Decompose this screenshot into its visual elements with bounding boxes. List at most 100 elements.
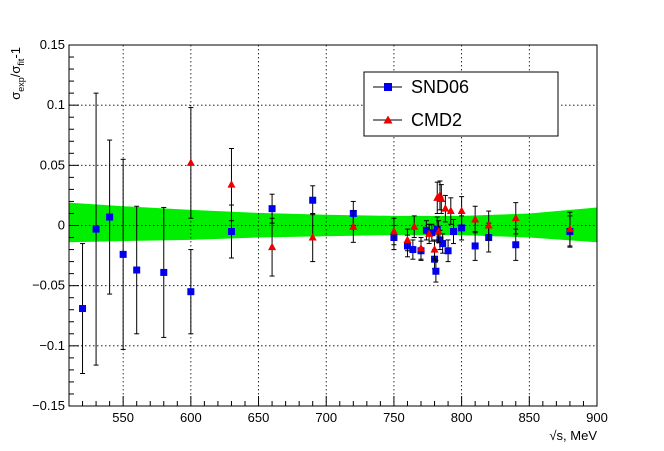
series-cmd2	[186, 107, 574, 277]
marker-square	[436, 236, 444, 244]
data-point-snd06-1	[92, 92, 100, 366]
x-tick-label-600: 600	[180, 410, 202, 425]
marker-square	[512, 241, 520, 249]
y-axis-title-sub-exp: exp	[16, 77, 26, 92]
marker-square	[187, 288, 195, 296]
marker-square	[227, 228, 235, 236]
marker-square	[432, 267, 440, 275]
x-tick-label-850: 850	[518, 410, 540, 425]
data-point-cmd2-2	[268, 217, 277, 277]
data-point-snd06-0	[79, 243, 87, 375]
marker-square	[458, 224, 466, 232]
marker-square	[119, 250, 127, 258]
legend-entry-snd06: SND06	[373, 77, 469, 97]
y-axis-title-mid: /σ	[8, 66, 23, 78]
marker-triangle	[484, 221, 493, 229]
data-point-snd06-22	[444, 239, 452, 263]
data-point-cmd2-4	[349, 210, 358, 243]
tick-layer	[69, 44, 584, 407]
marker-square	[79, 305, 87, 313]
marker-triangle	[417, 243, 425, 252]
data-point-snd06-6	[187, 249, 195, 335]
x-tick-label-750: 750	[383, 410, 405, 425]
data-point-cmd2-15	[441, 194, 450, 223]
legend-entry-cmd2: CMD2	[373, 110, 462, 130]
data-layer	[79, 92, 574, 375]
marker-square	[106, 213, 114, 221]
x-tick-label-700: 700	[315, 410, 337, 425]
marker-triangle	[441, 204, 450, 212]
marker-square	[422, 226, 430, 234]
marker-square	[428, 229, 436, 237]
data-point-cmd2-6	[403, 228, 412, 252]
marker-square	[92, 225, 100, 233]
legend: SND06 CMD2	[363, 71, 559, 137]
fit-band-layer	[69, 202, 597, 243]
marker-triangle	[227, 180, 236, 188]
y-tick-label-1: −0.1	[39, 338, 65, 353]
legend-snd06-marker	[384, 83, 392, 91]
data-point-snd06-9	[309, 185, 317, 216]
marker-square	[160, 268, 168, 276]
data-point-snd06-4	[133, 205, 141, 335]
data-point-cmd2-20	[511, 202, 520, 235]
y-tick-label-4: 0.05	[40, 157, 65, 172]
marker-triangle	[308, 233, 317, 241]
data-point-cmd2-7	[410, 215, 419, 239]
data-point-snd06-2	[106, 139, 114, 295]
y-tick-label-2: −0.05	[32, 278, 65, 293]
data-point-cmd2-5	[389, 217, 398, 246]
marker-triangle	[403, 235, 412, 243]
marker-square	[449, 228, 457, 236]
marker-triangle	[425, 229, 434, 237]
y-tick-label-6: 0.15	[40, 37, 65, 52]
x-tick-label-650: 650	[248, 410, 270, 425]
x-tick-labels: 550 600 650 700 750 800 850 900	[112, 410, 608, 425]
marker-square	[471, 242, 479, 250]
marker-triangle	[446, 206, 455, 215]
data-point-cmd2-21	[565, 211, 574, 247]
y-tick-labels: −0.15 −0.1 −0.05 0 0.05 0.1 0.15	[32, 37, 65, 413]
marker-triangle	[349, 222, 358, 230]
data-point-cmd2-19	[484, 210, 493, 241]
x-axis-title: √s, MeV	[549, 428, 597, 443]
y-axis-title-sub-fit: fit	[16, 58, 26, 66]
legend-label-cmd2: CMD2	[411, 110, 462, 130]
y-axis-title-tail: -1	[8, 47, 23, 59]
y-tick-label-0: −0.15	[32, 398, 65, 413]
marker-square	[133, 266, 141, 274]
marker-square	[268, 205, 276, 213]
data-point-cmd2-17	[457, 196, 466, 226]
legend-box	[363, 71, 559, 137]
data-point-snd06-18	[432, 259, 440, 283]
marker-triangle	[430, 245, 439, 253]
marker-triangle	[389, 227, 398, 235]
data-point-cmd2-10	[430, 239, 439, 260]
data-point-cmd2-3	[308, 212, 317, 263]
x-tick-label-550: 550	[112, 410, 134, 425]
y-tick-label-5: 0.1	[47, 97, 65, 112]
marker-triangle	[565, 224, 574, 233]
marker-triangle	[410, 222, 419, 230]
y-axis-title-main: σ	[8, 92, 23, 100]
data-point-cmd2-1	[227, 147, 236, 222]
data-point-cmd2-8	[417, 237, 425, 260]
marker-square	[433, 225, 441, 233]
marker-triangle	[457, 206, 466, 215]
marker-square	[309, 196, 317, 204]
data-point-cmd2-18	[471, 205, 480, 234]
data-point-cmd2-14	[437, 184, 446, 214]
legend-label-snd06: SND06	[411, 77, 469, 97]
marker-square	[444, 247, 452, 255]
y-axis-title: σexp/σfit-1	[8, 47, 26, 100]
marker-triangle	[437, 194, 446, 203]
data-point-snd06-5	[160, 206, 168, 338]
x-tick-label-900: 900	[586, 410, 608, 425]
marker-triangle	[434, 227, 443, 235]
marker-square	[409, 246, 417, 254]
y-tick-label-3: 0	[58, 218, 65, 233]
data-point-snd06-3	[119, 158, 127, 350]
data-point-cmd2-12	[434, 220, 443, 243]
data-point-cmd2-0	[186, 107, 195, 219]
